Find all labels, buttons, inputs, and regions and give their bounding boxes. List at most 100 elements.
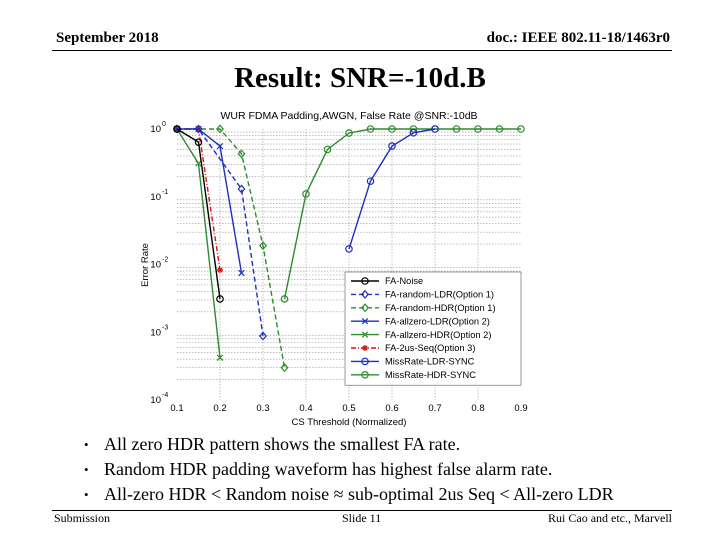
legend-label: MissRate-LDR-SYNC: [385, 357, 475, 367]
series-missrate-ldr-sync: [345, 125, 439, 253]
x-tick-label: 0.1: [170, 403, 183, 414]
y-tick-exponent: -1: [162, 189, 168, 196]
series-line: [348, 128, 436, 250]
y-tick-label: 10: [150, 260, 161, 271]
x-tick-label: 0.9: [514, 403, 527, 414]
legend-item: FA-Noise: [351, 276, 423, 286]
chart-title: WUR FDMA Padding,AWGN, False Rate @SNR:-…: [220, 110, 477, 122]
legend-label: FA-random-HDR(Option 1): [385, 303, 496, 313]
x-axis-label: CS Threshold (Normalized): [292, 417, 407, 428]
legend-label: FA-Noise: [385, 276, 423, 286]
y-tick-exponent: 0: [162, 121, 166, 128]
legend-box: [344, 271, 522, 386]
data-point-marker: [361, 370, 369, 379]
data-point-marker: [258, 331, 268, 341]
data-point-marker: [195, 160, 202, 167]
data-point-marker: [258, 241, 268, 251]
data-point-marker: [238, 269, 245, 277]
legend-item: FA-allzero-HDR(Option 2): [351, 330, 491, 340]
data-point-marker: [217, 266, 223, 273]
series-fa-random-hdr-option-1: [172, 124, 289, 373]
y-axis-label: Error Rate: [140, 243, 151, 287]
x-tick-label: 0.4: [299, 403, 312, 414]
data-point-marker: [388, 142, 396, 150]
data-point-marker: [431, 125, 439, 133]
y-tick-exponent: -4: [162, 392, 168, 399]
series-line: [176, 128, 221, 300]
x-tick-label: 0.7: [428, 403, 441, 414]
data-point-marker: [280, 295, 289, 303]
data-point-marker: [194, 124, 203, 134]
x-tick-label: 0.8: [471, 403, 484, 414]
y-tick-label: 10: [150, 395, 161, 406]
legend-label: FA-2us-Seq(Option 3): [385, 343, 475, 353]
legend-item: FA-2us-Seq(Option 3): [351, 343, 475, 353]
footer-divider: [52, 510, 672, 511]
data-point-marker: [362, 345, 368, 351]
data-point-marker: [237, 184, 246, 194]
series-line: [177, 128, 286, 368]
data-point-marker: [517, 125, 525, 133]
data-point-marker: [474, 125, 482, 133]
bullet-item: All zero HDR pattern shows the smallest …: [84, 432, 614, 457]
data-point-marker: [237, 149, 246, 159]
data-point-marker: [361, 317, 369, 325]
data-point-marker: [194, 138, 203, 146]
data-point-marker: [361, 277, 369, 285]
x-tick-label: 0.6: [385, 403, 398, 414]
data-point-marker: [215, 124, 225, 134]
header-date: September 2018: [56, 30, 159, 46]
bullet-item: All-zero HDR < Random noise ≈ sub-optima…: [84, 482, 614, 507]
series-fa-2us-seq-option-3: [174, 126, 223, 273]
legend-label: MissRate-HDR-SYNC: [385, 370, 476, 380]
footer-slide-number: Slide 11: [342, 511, 382, 525]
y-tick-label: 10: [150, 124, 161, 135]
bullet-list: All zero HDR pattern shows the smallest …: [84, 432, 614, 507]
x-tick-label: 0.5: [342, 403, 355, 414]
data-point-marker: [216, 295, 224, 303]
legend-label: FA-random-LDR(Option 1): [385, 290, 494, 300]
data-point-marker: [173, 125, 181, 133]
footer-submission: Submission: [54, 511, 111, 525]
bullet-item: Random HDR padding waveform has highest …: [84, 457, 614, 482]
data-point-marker: [216, 354, 224, 361]
legend-item: FA-random-HDR(Option 1): [351, 303, 496, 313]
legend-item: FA-random-LDR(Option 1): [351, 290, 494, 300]
data-point-marker: [495, 125, 504, 133]
legend-label: FA-allzero-LDR(Option 2): [385, 316, 490, 326]
chart-legend: FA-Noise FA-random-LDR(Option 1) FA-random…: [344, 271, 522, 386]
y-tick-exponent: -3: [162, 324, 168, 331]
slide-title: Result: SNR=-10d.B: [234, 62, 486, 94]
y-tick-exponent: -2: [162, 257, 168, 264]
data-point-marker: [323, 145, 332, 154]
data-point-marker: [409, 128, 418, 137]
data-point-marker: [388, 125, 396, 133]
header-doc-id: doc.: IEEE 802.11-18/1463r0: [486, 30, 670, 46]
legend-item: MissRate-LDR-SYNC: [351, 357, 475, 367]
data-point-marker: [360, 289, 370, 299]
y-tick-label: 10: [150, 327, 161, 338]
x-tick-label: 0.3: [256, 403, 269, 414]
data-point-marker: [280, 363, 289, 373]
data-point-marker: [360, 303, 370, 313]
legend-item: FA-allzero-LDR(Option 2): [351, 316, 490, 326]
series-fa-noise: [173, 125, 224, 303]
footer-author: Rui Cao and etc., Marvell: [548, 511, 672, 525]
series-fa-random-ldr-option-1: [172, 124, 268, 341]
header-divider: [52, 50, 672, 51]
series-line: [177, 128, 264, 337]
legend-label: FA-allzero-HDR(Option 2): [385, 330, 491, 340]
data-point-marker: [361, 357, 369, 366]
x-tick-label: 0.2: [213, 403, 226, 414]
data-point-marker: [366, 125, 375, 133]
data-point-marker: [345, 129, 353, 137]
chart-series: [172, 124, 525, 373]
data-point-marker: [452, 125, 461, 133]
data-point-marker: [345, 245, 353, 253]
data-point-marker: [361, 331, 369, 338]
y-tick-label: 10: [150, 192, 161, 203]
data-point-marker: [216, 142, 224, 150]
legend-item: MissRate-HDR-SYNC: [351, 370, 476, 380]
